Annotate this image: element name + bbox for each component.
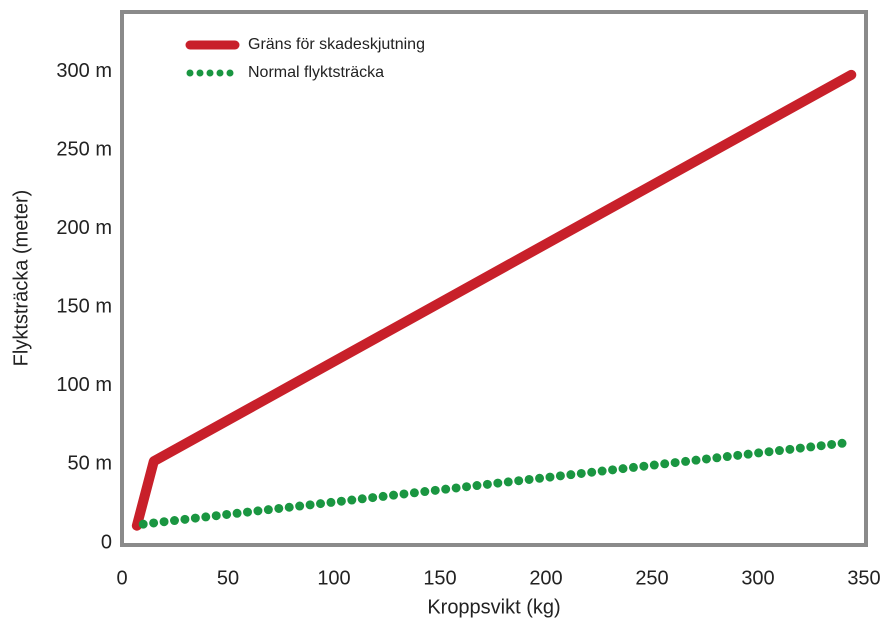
y-tick-label: 300 m — [56, 60, 112, 82]
x-tick-label: 50 — [217, 567, 239, 589]
y-tick-label: 200 m — [56, 217, 112, 239]
y-tick-label: 100 m — [56, 374, 112, 396]
x-tick-label: 350 — [847, 567, 880, 589]
x-tick-label: 200 — [529, 567, 562, 589]
chart: Kroppsvikt (kg) Flyktsträcka (meter) 0 50… — [0, 0, 893, 623]
series-line — [137, 75, 851, 526]
y-tick-label: 50 m — [68, 453, 112, 475]
series-line — [143, 442, 849, 524]
y-tick-label: 0 — [101, 531, 112, 553]
x-tick-label: 300 — [741, 567, 774, 589]
x-tick-label: 0 — [116, 567, 127, 589]
x-tick-label: 150 — [423, 567, 456, 589]
x-tick-label: 250 — [635, 567, 668, 589]
y-tick-label: 250 m — [56, 139, 112, 161]
y-tick-label: 150 m — [56, 296, 112, 318]
legend-label: Normal flyktsträcka — [248, 64, 384, 81]
x-tick-label: 100 — [317, 567, 350, 589]
legend-label: Gräns för skadeskjutning — [248, 36, 425, 53]
x-axis-label: Kroppsvikt (kg) — [427, 596, 560, 618]
y-axis-label: Flyktsträcka (meter) — [10, 190, 32, 367]
